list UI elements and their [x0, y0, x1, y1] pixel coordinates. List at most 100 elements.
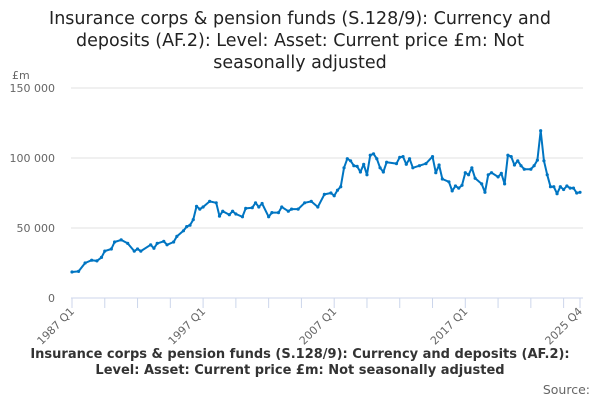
data-point	[516, 159, 520, 163]
data-point	[90, 258, 94, 262]
data-point	[345, 157, 349, 161]
data-point	[135, 247, 140, 251]
data-point	[165, 243, 169, 247]
data-point	[381, 170, 385, 174]
y-tick-label: 50 000	[17, 222, 56, 235]
data-point	[562, 187, 566, 192]
data-point	[119, 238, 123, 242]
data-point	[486, 173, 490, 177]
data-point	[198, 207, 202, 211]
data-point	[188, 223, 192, 227]
data-point	[355, 164, 359, 168]
data-point	[394, 162, 399, 166]
data-point	[309, 199, 313, 203]
data-point	[466, 173, 471, 177]
data-point	[172, 240, 176, 244]
data-point	[126, 241, 130, 245]
data-point	[257, 205, 261, 209]
data-point	[424, 162, 428, 166]
data-point	[398, 155, 402, 159]
data-point	[267, 215, 271, 219]
data-point	[152, 246, 156, 250]
data-point	[375, 157, 379, 161]
data-point	[240, 215, 245, 219]
data-point	[181, 229, 186, 233]
data-point	[289, 207, 294, 211]
data-point	[453, 184, 458, 188]
data-point	[434, 171, 438, 175]
y-tick-label: 100 000	[10, 152, 56, 165]
data-point	[342, 166, 346, 170]
data-point	[503, 182, 507, 186]
data-point	[499, 171, 503, 175]
data-point	[276, 211, 281, 215]
data-point	[555, 192, 559, 196]
data-point	[529, 167, 533, 171]
data-point	[260, 201, 264, 206]
data-point	[139, 249, 143, 253]
data-point	[221, 209, 225, 213]
data-point	[552, 185, 556, 189]
series-line	[71, 129, 581, 273]
data-point	[489, 171, 494, 175]
data-point	[404, 162, 408, 166]
data-point	[483, 190, 487, 194]
data-point	[270, 211, 274, 215]
data-point	[253, 201, 258, 205]
data-point	[368, 153, 372, 157]
data-point	[371, 152, 376, 156]
data-point	[103, 249, 107, 253]
data-point	[496, 175, 500, 179]
data-point	[568, 186, 572, 190]
y-tick-label: 150 000	[10, 82, 56, 95]
data-point	[437, 163, 441, 167]
data-point	[440, 177, 444, 181]
data-point	[230, 209, 235, 213]
data-point	[113, 240, 117, 244]
data-point	[244, 206, 248, 210]
x-tick-label: 2007 Q1	[297, 305, 340, 345]
data-point	[548, 185, 553, 189]
x-tick-label: 1997 Q1	[166, 305, 209, 345]
data-point	[565, 184, 569, 188]
data-point	[385, 160, 389, 164]
data-point	[201, 205, 205, 209]
data-point	[575, 191, 579, 195]
data-point	[316, 205, 320, 209]
data-point	[578, 190, 582, 194]
data-point	[149, 243, 153, 247]
data-point	[571, 186, 576, 190]
data-point	[480, 182, 484, 186]
data-point	[132, 249, 136, 253]
x-tick-label: 1987 Q1	[35, 305, 78, 345]
data-point	[162, 239, 166, 243]
data-point	[401, 155, 405, 159]
x-tick-label: 2017 Q1	[428, 305, 471, 345]
data-point	[339, 185, 343, 189]
source-label: Source:	[542, 382, 590, 397]
data-point	[280, 205, 284, 209]
data-point	[322, 192, 326, 196]
data-point	[417, 164, 422, 168]
data-point	[470, 166, 474, 170]
data-point	[463, 171, 467, 175]
data-point	[358, 170, 363, 174]
data-point	[227, 213, 231, 217]
data-point	[542, 159, 546, 163]
data-point	[83, 261, 87, 265]
data-point	[378, 166, 382, 170]
data-point	[539, 129, 543, 133]
data-point	[411, 166, 415, 170]
data-point	[335, 188, 340, 192]
data-point	[303, 201, 307, 205]
chart-caption: Insurance corps & pension funds (S.128/9…	[30, 347, 570, 378]
data-point	[532, 164, 536, 168]
y-tick-label: 0	[48, 292, 55, 305]
data-point	[329, 191, 333, 195]
chart-title: Insurance corps & pension funds (S.128/9…	[49, 9, 551, 73]
data-point	[155, 241, 159, 245]
data-point	[509, 155, 513, 159]
data-point	[473, 176, 477, 180]
data-point	[70, 270, 74, 274]
data-point	[430, 155, 435, 159]
